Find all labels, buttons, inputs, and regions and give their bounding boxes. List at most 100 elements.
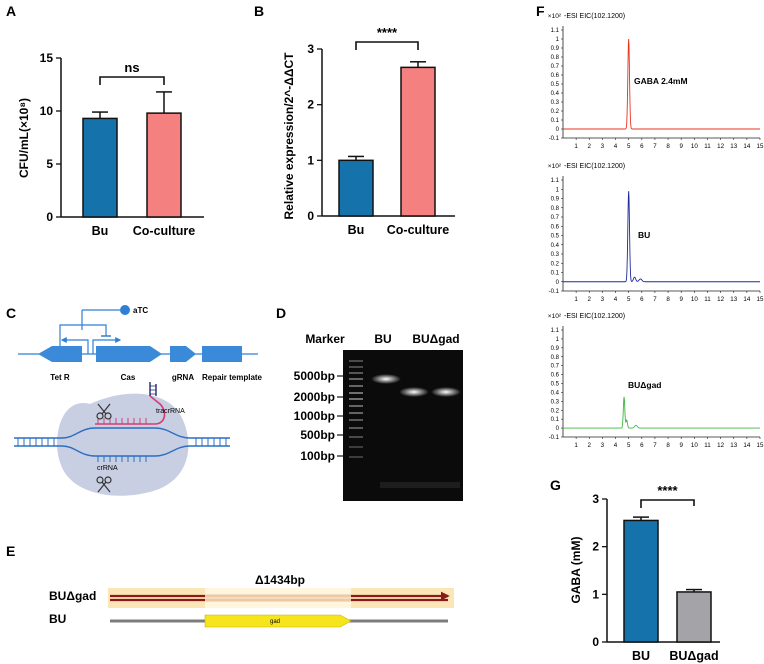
chromatogram-xtick-label: 3 (601, 296, 605, 303)
chromatogram-xtick-label: 12 (717, 296, 724, 303)
chromatogram-ytick-label: 0.9 (551, 46, 560, 52)
G-ytick-label: 0 (592, 635, 599, 649)
panel-d: D Marker BU BUΔgad 5000bp 2000bp 1000bp … (276, 305, 463, 501)
chromatogram-xtick-label: 11 (704, 296, 711, 303)
band-bu-dgad-1 (399, 387, 429, 397)
chromatogram-xtick-label: 14 (743, 296, 750, 303)
chromatogram-ytick-label: 0.7 (551, 364, 560, 370)
B-significance-bracket (355, 41, 419, 50)
chromatogram-xtick-label: 6 (640, 143, 644, 150)
promoter-left-arrow-icon (60, 337, 89, 354)
chromatogram-xtick-label: 9 (679, 143, 683, 150)
chromatogram-ytick-label: 0.5 (551, 82, 560, 88)
chromatogram-trace (563, 396, 760, 429)
panel-g-letter: G (550, 477, 561, 493)
chromatogram-xtick-label: 12 (717, 143, 724, 150)
chromatogram-trace-label: BU (638, 230, 650, 240)
gel-image (343, 350, 463, 501)
chromatogram-ytick-label: 0.6 (551, 73, 560, 79)
chromatogram-ytick-label: 0.6 (551, 373, 560, 379)
chromatogram-scale: ×10² (548, 313, 562, 320)
G-bar-1 (676, 591, 712, 643)
A-xtick-label-0: Bu (92, 224, 109, 238)
ladder-bands (349, 360, 363, 458)
B-bar-1 (400, 66, 436, 217)
chromatogram-ytick-label: 0.7 (551, 64, 560, 70)
panel-g-ylabel: GABA (mM) (569, 537, 583, 604)
chromatogram-ytick-label: 0.5 (551, 234, 560, 240)
label-grna: gRNA (172, 373, 194, 382)
gene-cas (96, 346, 162, 362)
chromatogram-ytick-label: 0.8 (551, 355, 560, 361)
cas9-protein-shape (57, 393, 189, 496)
gad-gene-label: gad (270, 619, 280, 625)
chromatogram-ytick-label: 1.1 (551, 178, 560, 184)
ladder-5000bp: 5000bp (294, 369, 335, 383)
chromatogram-xtick-label: 14 (743, 442, 750, 449)
chromatogram-xtick-label: 7 (653, 143, 657, 150)
chromatogram-trace (563, 38, 760, 130)
panel-g: G GABA (mM) 0 1 2 3 BU BUΔgad **** (550, 477, 720, 663)
chromatogram-xtick-label: 9 (679, 442, 683, 449)
A-bar-0 (82, 117, 118, 218)
chromatogram-ytick-label: 0.4 (551, 91, 560, 97)
panel-e-letter: E (6, 543, 15, 559)
chromatogram-ytick-label: 1 (556, 187, 560, 193)
chromatogram-xtick-label: 10 (691, 143, 698, 150)
panel-f: F ×10² -ESI EIC(102.1200)-0.100.10.20.30.… (536, 3, 764, 449)
B-ytick-label: 3 (307, 42, 314, 56)
gene-repair-template (202, 346, 242, 362)
panel-a-letter: A (6, 3, 16, 19)
chromatogram-ytick-label: 0.9 (551, 197, 560, 203)
chromatogram-ytick-label: 0.4 (551, 243, 560, 249)
A-ytick-label: 10 (40, 104, 54, 118)
A-ytick-label: 0 (46, 210, 53, 224)
chromatogram-xtick-label: 1 (574, 296, 578, 303)
G-xtick-label-1: BUΔgad (669, 649, 718, 663)
crrna-loop (149, 395, 166, 425)
row-label-bu-dgad: BUΔgad (49, 589, 96, 603)
deletion-size-label: Δ1434bp (255, 573, 305, 587)
chromatogram-xtick-label: 8 (666, 442, 670, 449)
crrna-label: crRNA (97, 465, 118, 472)
chromatogram-xtick-label: 4 (614, 442, 618, 449)
chromatogram-ytick-label: 0.8 (551, 206, 560, 212)
band-bu-dgad-2 (431, 387, 461, 397)
chromatogram-xtick-label: 10 (691, 442, 698, 449)
chromatogram-ytick-label: 0.2 (551, 109, 560, 115)
chromatogram-ytick-label: 1.1 (551, 328, 560, 334)
panel-f-letter: F (536, 3, 545, 19)
B-ytick-label: 1 (307, 153, 314, 167)
panel-b-letter: B (254, 3, 264, 19)
dna-duplex (14, 427, 230, 457)
chromatogram-xtick-label: 2 (588, 143, 592, 150)
ladder-100bp: 100bp (300, 449, 335, 463)
scissors-icon-bottom (96, 476, 112, 493)
A-xtick-label-1: Co-culture (133, 224, 196, 238)
B-ytick-label: 2 (307, 98, 314, 112)
chromatogram-xtick-label: 5 (627, 143, 631, 150)
chromatogram-trace (563, 191, 760, 283)
chromatogram-ytick-label: 0.2 (551, 261, 560, 267)
chromatogram-xtick-label: 5 (627, 442, 631, 449)
ladder-1000bp: 1000bp (294, 409, 335, 423)
chromatogram-ytick-label: 0.3 (551, 100, 560, 106)
chromatogram-3: ×10² -ESI EIC(102.1200) -0.1 0 0.1 0.2 0.3 0.4 0… (548, 313, 764, 449)
chromatogram-xtick-label: 13 (730, 296, 737, 303)
chromatogram-ytick-label: 0.1 (551, 417, 560, 423)
chromatogram-ytick-label: -0.1 (549, 289, 560, 295)
chromatogram-ytick-label: 1 (556, 37, 560, 43)
chromatogram-ytick-label: 0 (556, 127, 560, 133)
crrna-ticks (97, 418, 147, 424)
panel-a-ylabel: CFU/mL(×10⁸) (17, 98, 31, 178)
chromatogram-xtick-label: 15 (757, 442, 764, 449)
chromatogram-ytick-label: 0.7 (551, 215, 560, 221)
chromatogram-ytick-label: 1.1 (551, 28, 560, 34)
G-ytick-label: 1 (592, 587, 599, 601)
chromatogram-ytick-label: 0 (556, 426, 560, 432)
A-significance-bracket (99, 76, 165, 85)
chromatogram-ytick-label: 0.3 (551, 252, 560, 258)
B-ytick-label: 0 (307, 209, 314, 223)
B-significance-label: **** (377, 25, 398, 40)
